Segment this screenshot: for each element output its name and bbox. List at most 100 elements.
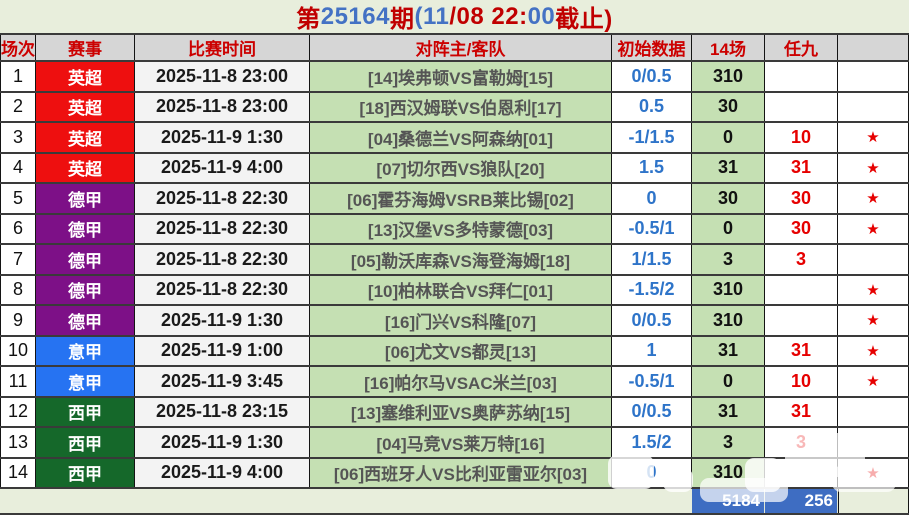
initial-odds: 1/1.5 — [612, 245, 692, 274]
table-row: 2 英超 2025-11-8 23:00 [18]西汉姆联VS伯恩利[17] 0… — [0, 92, 909, 123]
footer-spacer — [0, 489, 692, 513]
star-cell: ★ — [838, 123, 909, 152]
table-row: 4 英超 2025-11-9 4:00 [07]切尔西VS狼队[20] 1.5 … — [0, 153, 909, 184]
match-teams: [14]埃弗顿VS富勒姆[15] — [310, 62, 612, 91]
column-header-teams: 对阵主/客队 — [310, 35, 612, 60]
league-badge: 英超 — [36, 62, 135, 91]
initial-odds: 0/0.5 — [612, 397, 692, 426]
renjiu-picks: 3 — [765, 245, 838, 274]
table-footer-row: 5184 256 — [0, 489, 909, 515]
initial-odds: -1/1.5 — [612, 123, 692, 152]
table-row: 11 意甲 2025-11-9 3:45 [16]帕尔马VSAC米兰[03] -… — [0, 367, 909, 398]
match-teams: [04]桑德兰VS阿森纳[01] — [310, 123, 612, 152]
renjiu-picks: 31 — [765, 153, 838, 182]
match-time: 2025-11-9 3:45 — [135, 367, 310, 396]
match-time: 2025-11-8 23:15 — [135, 397, 310, 426]
match-teams: [10]柏林联合VS拜仁[01] — [310, 275, 612, 304]
initial-odds: 1.5/2 — [612, 428, 692, 457]
match-time: 2025-11-9 1:30 — [135, 428, 310, 457]
league-badge: 德甲 — [36, 184, 135, 213]
match-teams: [13]塞维利亚VS奥萨苏纳[15] — [310, 397, 612, 426]
title-segment: 期 — [389, 6, 415, 33]
title-segment: 25164 — [320, 2, 390, 30]
renjiu-picks: 30 — [765, 214, 838, 243]
match-number: 3 — [0, 123, 36, 152]
league-badge: 西甲 — [36, 428, 135, 457]
star-icon: ★ — [866, 129, 880, 147]
match-teams: [16]门兴VS科隆[07] — [310, 306, 612, 335]
match-number: 12 — [0, 397, 36, 426]
match-number: 4 — [0, 153, 36, 182]
table-row: 14 西甲 2025-11-9 4:00 [06]西班牙人VS比利亚雷亚尔[03… — [0, 458, 909, 489]
title-segment: (11 — [414, 2, 450, 30]
pool14-picks: 30 — [692, 184, 765, 213]
pool14-picks: 0 — [692, 123, 765, 152]
renjiu-picks: 10 — [765, 123, 838, 152]
page-title: 第 25164 期 (11/08 22: 00 截止) — [0, 0, 909, 34]
column-header-time: 比赛时间 — [135, 35, 310, 60]
table-row: 9 德甲 2025-11-9 1:30 [16]门兴VS科隆[07] 0/0.5… — [0, 306, 909, 337]
league-badge: 英超 — [36, 153, 135, 182]
pool14-picks: 310 — [692, 275, 765, 304]
column-header-14chang: 14场 — [692, 35, 765, 60]
initial-odds: 0/0.5 — [612, 306, 692, 335]
match-teams: [06]尤文VS都灵[13] — [310, 336, 612, 365]
match-time: 2025-11-8 22:30 — [135, 275, 310, 304]
star-icon: ★ — [866, 464, 880, 482]
pool14-picks: 0 — [692, 367, 765, 396]
league-badge: 西甲 — [36, 397, 135, 426]
star-cell — [838, 92, 909, 121]
match-number: 6 — [0, 214, 36, 243]
match-teams: [06]西班牙人VS比利亚雷亚尔[03] — [310, 458, 612, 487]
star-icon: ★ — [866, 159, 880, 177]
match-time: 2025-11-8 23:00 — [135, 62, 310, 91]
star-cell — [838, 397, 909, 426]
column-header-match-no: 场次 — [0, 35, 36, 60]
star-icon: ★ — [866, 281, 880, 299]
table-row: 13 西甲 2025-11-9 1:30 [04]马竞VS莱万特[16] 1.5… — [0, 428, 909, 459]
column-header-initial: 初始数据 — [612, 35, 692, 60]
match-time: 2025-11-9 4:00 — [135, 153, 310, 182]
title-segment: 00 — [527, 2, 556, 30]
match-time: 2025-11-8 23:00 — [135, 92, 310, 121]
initial-odds: 0 — [612, 458, 692, 487]
star-cell: ★ — [838, 153, 909, 182]
pool14-picks: 30 — [692, 92, 765, 121]
renjiu-picks: 31 — [765, 397, 838, 426]
star-icon: ★ — [866, 373, 880, 391]
table-row: 5 德甲 2025-11-8 22:30 [06]霍芬海姆VSRB莱比锡[02]… — [0, 184, 909, 215]
match-teams: [04]马竞VS莱万特[16] — [310, 428, 612, 457]
match-teams: [07]切尔西VS狼队[20] — [310, 153, 612, 182]
star-cell: ★ — [838, 458, 909, 487]
star-cell: ★ — [838, 275, 909, 304]
match-number: 14 — [0, 458, 36, 487]
renjiu-picks — [765, 275, 838, 304]
league-badge: 德甲 — [36, 245, 135, 274]
table-row: 10 意甲 2025-11-9 1:00 [06]尤文VS都灵[13] 1 31… — [0, 336, 909, 367]
table-row: 3 英超 2025-11-9 1:30 [04]桑德兰VS阿森纳[01] -1/… — [0, 123, 909, 154]
league-badge: 意甲 — [36, 336, 135, 365]
star-icon: ★ — [866, 220, 880, 238]
table-row: 8 德甲 2025-11-8 22:30 [10]柏林联合VS拜仁[01] -1… — [0, 275, 909, 306]
league-badge: 德甲 — [36, 275, 135, 304]
match-number: 2 — [0, 92, 36, 121]
initial-odds: 0/0.5 — [612, 62, 692, 91]
match-number: 7 — [0, 245, 36, 274]
pool14-total-badge: 5184 — [692, 489, 765, 513]
match-time: 2025-11-9 1:30 — [135, 306, 310, 335]
column-header-league: 赛事 — [36, 35, 135, 60]
renjiu-picks — [765, 62, 838, 91]
match-number: 5 — [0, 184, 36, 213]
star-cell — [838, 245, 909, 274]
renjiu-picks — [765, 306, 838, 335]
match-number: 13 — [0, 428, 36, 457]
footer-end-cell — [838, 489, 909, 513]
match-number: 10 — [0, 336, 36, 365]
match-teams: [05]勒沃库森VS海登海姆[18] — [310, 245, 612, 274]
match-time: 2025-11-8 22:30 — [135, 184, 310, 213]
star-cell: ★ — [838, 214, 909, 243]
pool14-picks: 31 — [692, 336, 765, 365]
renjiu-picks: 30 — [765, 184, 838, 213]
table-row: 7 德甲 2025-11-8 22:30 [05]勒沃库森VS海登海姆[18] … — [0, 245, 909, 276]
